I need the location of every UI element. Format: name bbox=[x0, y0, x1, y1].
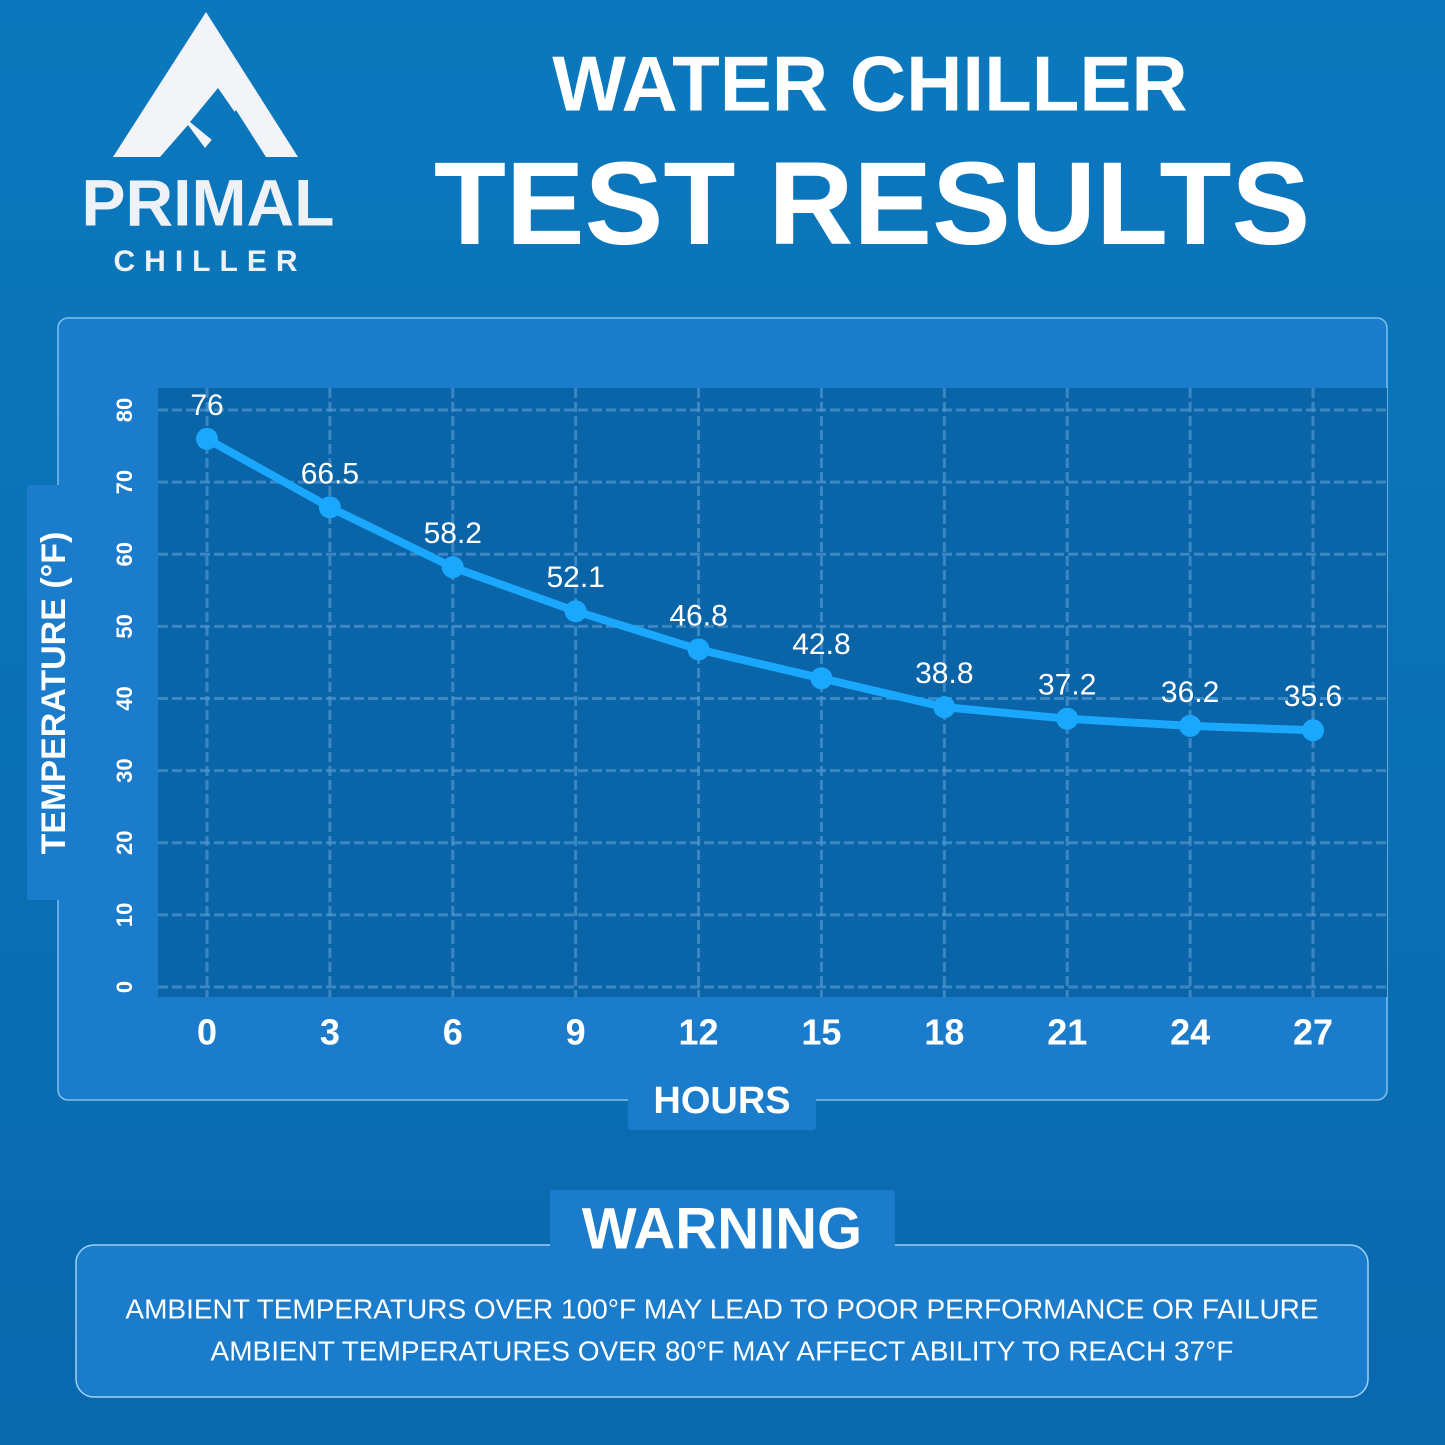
data-point bbox=[1179, 714, 1202, 737]
data-point bbox=[1056, 707, 1079, 730]
data-point bbox=[933, 696, 956, 719]
y-tick-label: 30 bbox=[112, 758, 137, 782]
warning-line: AMBIENT TEMPERATURES OVER 80°F MAY AFFEC… bbox=[211, 1335, 1234, 1366]
logo: PRIMAL CHILLER bbox=[82, 12, 335, 278]
y-tick-label: 20 bbox=[112, 831, 137, 855]
data-point bbox=[687, 638, 710, 661]
logo-mountain bbox=[113, 12, 298, 157]
y-tick-label: 10 bbox=[112, 903, 137, 927]
y-tick-label: 80 bbox=[112, 398, 137, 422]
x-tick-label: 27 bbox=[1293, 1012, 1333, 1053]
data-line bbox=[205, 435, 1314, 735]
x-tick-label: 18 bbox=[924, 1012, 964, 1053]
x-tick-label: 9 bbox=[566, 1012, 586, 1053]
x-tick-label: 24 bbox=[1170, 1012, 1210, 1053]
y-tick-label: 40 bbox=[112, 686, 137, 710]
data-label: 52.1 bbox=[546, 561, 604, 594]
logo-mountain-cut bbox=[190, 88, 250, 140]
chart-title: WATER CHILLER bbox=[552, 40, 1188, 128]
data-point bbox=[318, 496, 341, 519]
data-label: 38.8 bbox=[915, 657, 973, 690]
y-axis-label: TEMPERATURE (°F) bbox=[35, 532, 73, 855]
data-label: 46.8 bbox=[669, 599, 727, 632]
chart-subtitle: TEST RESULTS bbox=[434, 138, 1310, 270]
data-point bbox=[564, 600, 587, 623]
data-label: 76 bbox=[190, 389, 223, 422]
warning-title: WARNING bbox=[582, 1196, 862, 1261]
warning-tab bbox=[550, 1190, 895, 1275]
data-point bbox=[1302, 719, 1324, 742]
data-label: 36.2 bbox=[1161, 676, 1219, 709]
x-tick-label: 15 bbox=[801, 1012, 841, 1053]
x-tick-label: 6 bbox=[443, 1012, 463, 1053]
warning-line: AMBIENT TEMPERATURS OVER 100°F MAY LEAD … bbox=[125, 1293, 1318, 1324]
x-tick-label: 0 bbox=[197, 1012, 217, 1053]
x-tick-label: 12 bbox=[679, 1012, 719, 1053]
x-label-box bbox=[628, 1073, 816, 1130]
x-tick-label: 3 bbox=[320, 1012, 340, 1053]
plot-area bbox=[158, 388, 1387, 997]
data-point bbox=[196, 427, 218, 450]
data-label: 35.6 bbox=[1284, 680, 1342, 713]
x-tick-label: 21 bbox=[1047, 1012, 1087, 1053]
logo-sub: CHILLER bbox=[114, 245, 307, 278]
y-tick-label: 50 bbox=[112, 614, 137, 638]
data-point bbox=[810, 667, 833, 690]
data-label: 58.2 bbox=[424, 517, 482, 550]
data-label: 42.8 bbox=[792, 628, 850, 661]
y-tick-label: 60 bbox=[112, 542, 137, 566]
y-tick-label: 0 bbox=[112, 981, 137, 993]
data-label: 66.5 bbox=[301, 457, 359, 490]
y-label-box bbox=[27, 485, 83, 900]
y-tick-label: 70 bbox=[112, 470, 137, 494]
logo-name: PRIMAL bbox=[82, 165, 335, 239]
data-point bbox=[441, 556, 464, 579]
data-label: 37.2 bbox=[1038, 669, 1096, 702]
x-axis-label: HOURS bbox=[653, 1080, 790, 1122]
